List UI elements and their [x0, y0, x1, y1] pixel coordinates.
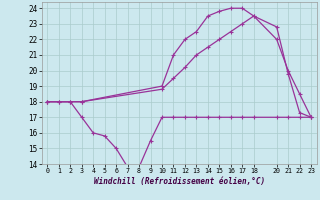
X-axis label: Windchill (Refroidissement éolien,°C): Windchill (Refroidissement éolien,°C) [94, 177, 265, 186]
